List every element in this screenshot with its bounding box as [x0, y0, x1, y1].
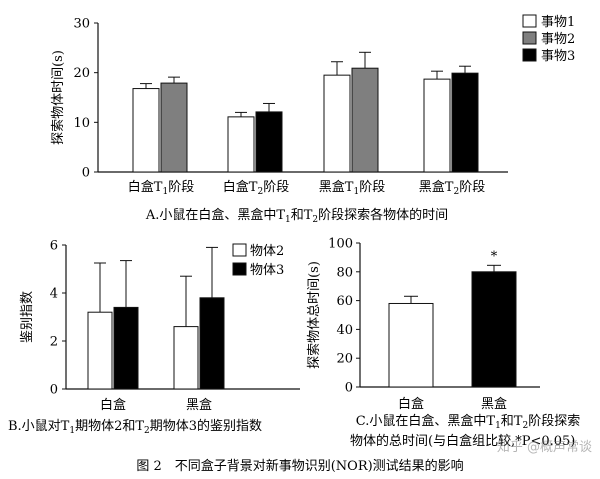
panel-a-y-tick-label: 0	[82, 166, 90, 181]
panel-c-y-tick-label: 60	[336, 294, 353, 309]
panel-a-chart: 0 10 20 30 探索物体时间(s) 白盒T1阶段 白盒T2阶段 黑盒T1阶段 黑盒T2阶段…	[51, 14, 575, 197]
panel-c-caption-line1: C.小鼠在白盒、黑盒中T1和T2阶段探索	[356, 413, 580, 431]
panel-b-y-tick-label: 4	[50, 287, 58, 302]
panel-a-x-tick-label: 黑盒T1阶段	[319, 179, 385, 197]
panel-a-bar	[451, 72, 479, 173]
panel-a-legend-label: 事物1	[541, 15, 575, 30]
panel-a-y-tick-label: 10	[73, 116, 90, 131]
panel-c-significance-mark: *	[491, 249, 498, 264]
panel-a-legend-label: 事物2	[541, 32, 575, 47]
panel-b-y-label: 鉴别指数	[20, 291, 35, 343]
panel-a-bar	[423, 78, 451, 173]
panel-a-bar	[227, 116, 255, 173]
panel-c-y-tick-label: 20	[336, 352, 353, 367]
panel-a-y-tick-label: 20	[73, 66, 90, 81]
panel-a-x-tick-label: 黑盒T2阶段	[419, 179, 485, 197]
panel-c-y-tick-label: 40	[336, 323, 353, 338]
panel-b-bar	[87, 311, 113, 390]
panel-c-caption-line2: 物体的总时间(与白盒组比较,*P<0.05)	[350, 433, 575, 449]
panel-b-legend-swatch	[232, 262, 247, 276]
panel-b-bar	[113, 306, 139, 390]
panel-b-caption: B.小鼠对T1期物体2和T2期物体3的鉴别指数	[8, 418, 262, 436]
panel-a-y-label: 探索物体时间(s)	[51, 50, 66, 145]
panel-a-x-tick-label: 白盒T1阶段	[128, 179, 194, 197]
watermark: 知乎 @概声常谈	[496, 440, 592, 455]
panel-b-bar	[199, 297, 225, 390]
panel-a-bar	[160, 82, 188, 173]
panel-b-y-tick-label: 6	[50, 239, 58, 254]
panel-a-bar	[255, 111, 283, 173]
panel-c-chart: 0 20 40 60 80 100 探索物体总时间(s) 白盒 * 黑盒	[307, 237, 540, 412]
panel-c-x-tick-label: 黑盒	[481, 396, 507, 412]
panel-c-bar	[388, 302, 434, 388]
panel-c-y-tick-label: 0	[345, 381, 353, 396]
panel-a-x-tick-label: 白盒T2阶段	[223, 179, 289, 197]
panel-b-legend-label: 物体3	[250, 263, 284, 278]
panel-b-bar	[173, 326, 199, 390]
panel-b-legend-swatch	[232, 243, 247, 257]
panel-a-caption: A.小鼠在白盒、黑盒中T1和T2阶段探索各物体的时间	[145, 207, 448, 225]
panel-a-bar	[351, 67, 379, 173]
figure-caption: 图 2 不同盒子背景对新事物识别(NOR)测试结果的影响	[136, 458, 463, 474]
panel-c-y-tick-label: 80	[336, 265, 353, 280]
panel-c-bar	[471, 271, 517, 388]
panel-a-legend-label: 事物3	[541, 49, 575, 64]
panel-a-legend-swatch	[522, 48, 537, 62]
panel-c-y-tick-label: 100	[328, 237, 353, 252]
panel-a-bar	[323, 74, 351, 173]
panel-c-y-label: 探索物体总时间(s)	[307, 261, 322, 369]
panel-a-y-tick-label: 30	[73, 17, 90, 32]
panel-b-x-tick-label: 白盒	[100, 397, 126, 413]
panel-b-y-tick-label: 2	[50, 335, 58, 350]
panel-c-x-tick-label: 白盒	[398, 396, 424, 412]
panel-a-legend-swatch	[522, 14, 537, 28]
panel-a-bar	[132, 88, 160, 173]
panel-a-legend-swatch	[522, 31, 537, 45]
panel-b-x-tick-label: 黑盒	[186, 397, 212, 413]
panel-b-y-tick-label: 0	[50, 383, 58, 398]
panel-b-legend-label: 物体2	[250, 244, 284, 259]
